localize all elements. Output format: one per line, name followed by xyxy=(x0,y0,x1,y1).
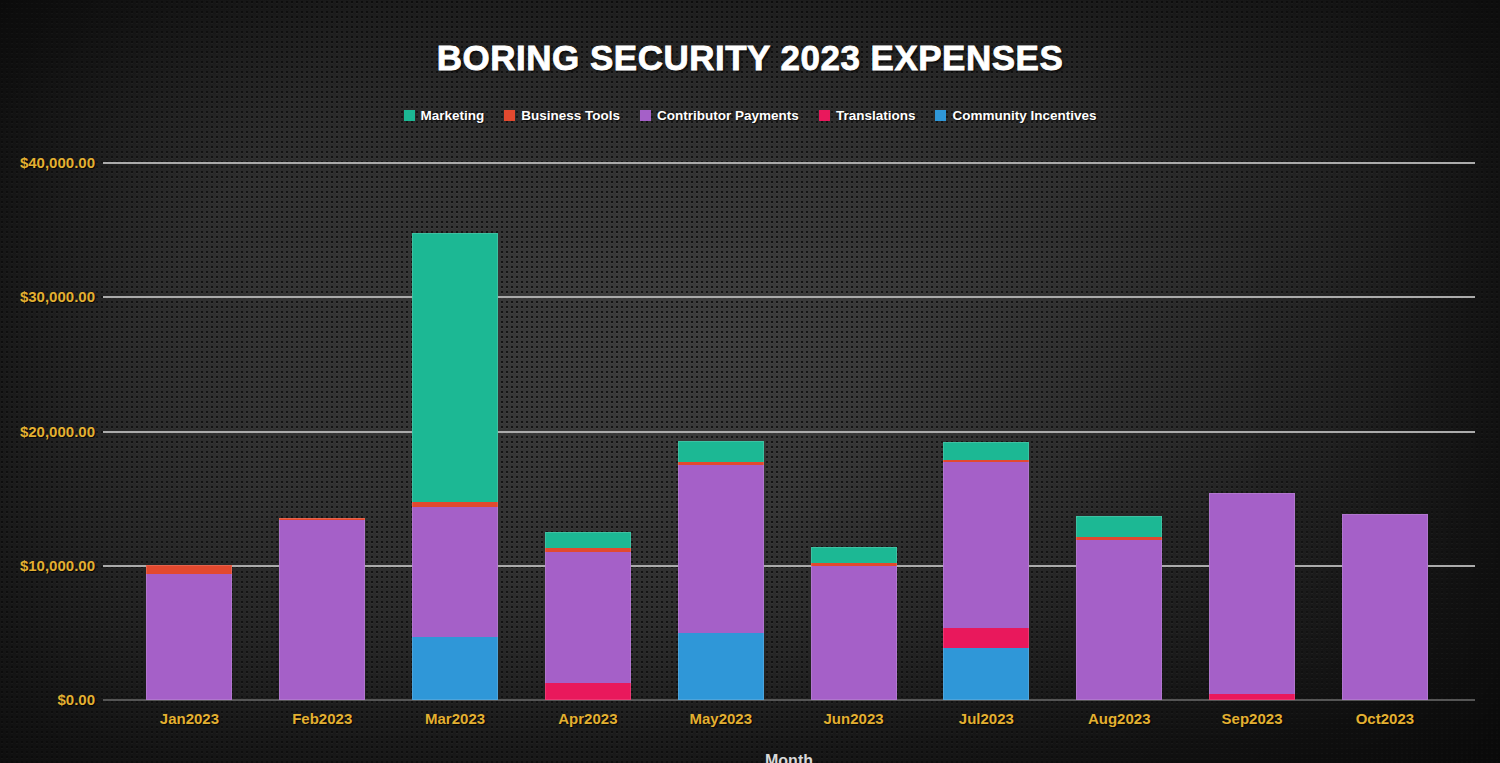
legend-swatch-icon xyxy=(404,110,415,121)
x-axis-tick-label: Jan2023 xyxy=(129,710,249,727)
legend-swatch-icon xyxy=(640,110,651,121)
x-axis-tick-label: May2023 xyxy=(661,710,781,727)
legend-swatch-icon xyxy=(819,110,830,121)
legend-item-translations: Translations xyxy=(819,108,916,123)
legend-item-marketing: Marketing xyxy=(404,108,485,123)
x-axis-tick-label: Mar2023 xyxy=(395,710,515,727)
bar-Aug2023 xyxy=(1076,516,1162,700)
bar-Jul2023 xyxy=(943,442,1029,700)
gridline-20000 xyxy=(103,431,1475,433)
legend-swatch-icon xyxy=(935,110,946,121)
legend-label: Community Incentives xyxy=(952,108,1096,123)
chart-title: BORING SECURITY 2023 EXPENSES xyxy=(0,38,1500,78)
bar-Sep2023 xyxy=(1209,493,1295,700)
legend-label: Contributor Payments xyxy=(657,108,799,123)
legend-swatch-icon xyxy=(504,110,515,121)
legend-label: Business Tools xyxy=(521,108,620,123)
bar-Apr2023 xyxy=(545,532,631,700)
x-axis-tick-label: Oct2023 xyxy=(1325,710,1445,727)
bar-Jun2023 xyxy=(811,547,897,700)
legend: Marketing Business Tools Contributor Payme… xyxy=(0,108,1500,123)
x-axis-title: Month xyxy=(103,752,1475,763)
legend-item-community-incentives: Community Incentives xyxy=(935,108,1096,123)
x-axis-tick-label: Sep2023 xyxy=(1192,710,1312,727)
expenses-stacked-bar-chart: BORING SECURITY 2023 EXPENSES Marketing B… xyxy=(0,0,1500,763)
bar-Oct2023 xyxy=(1342,514,1428,700)
legend-label: Translations xyxy=(836,108,916,123)
x-axis-tick-label: Jul2023 xyxy=(926,710,1046,727)
bar-Feb2023 xyxy=(279,518,365,700)
x-axis-tick-label: Jun2023 xyxy=(794,710,914,727)
y-axis-tick-label: $30,000.00 xyxy=(0,288,95,305)
y-axis-tick-label: $10,000.00 xyxy=(0,557,95,574)
x-axis-tick-label: Feb2023 xyxy=(262,710,382,727)
legend-item-contributor-payments: Contributor Payments xyxy=(640,108,799,123)
bar-May2023 xyxy=(678,441,764,700)
y-axis-tick-label: $0.00 xyxy=(0,691,95,708)
bar-Mar2023 xyxy=(412,233,498,700)
gridline-30000 xyxy=(103,296,1475,298)
legend-label: Marketing xyxy=(421,108,485,123)
gridline-40000 xyxy=(103,162,1475,164)
y-axis-tick-label: $20,000.00 xyxy=(0,423,95,440)
x-axis-tick-label: Aug2023 xyxy=(1059,710,1179,727)
x-axis-tick-label: Apr2023 xyxy=(528,710,648,727)
y-axis-tick-label: $40,000.00 xyxy=(0,154,95,171)
bar-Jan2023 xyxy=(146,565,232,700)
legend-item-business-tools: Business Tools xyxy=(504,108,620,123)
